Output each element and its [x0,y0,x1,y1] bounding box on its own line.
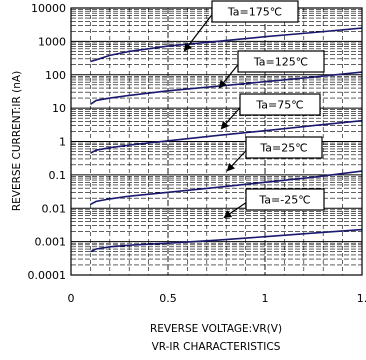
series-line [89,71,363,105]
y-axis-label: REVERSE CURRENT:IR (nA) [11,71,23,211]
x-axis-label: REVERSE VOLTAGE:VR(V) [150,323,282,335]
series-lines [89,27,363,253]
callouts: Ta=175℃ Ta=125℃ Ta=75℃ Ta=25℃ Ta=-25℃ [183,0,325,219]
y-tick-label: 0.0001 [28,269,67,282]
callout-label: Ta=175℃ [227,6,282,19]
y-tick-labels: 0.0001 0.001 0.01 0.1 1 10 100 1000 10000 [28,2,67,282]
callout-arrow [223,202,247,219]
chart-title: VR-IR CHARACTERISTICS [152,341,281,353]
callout-label: Ta=-25℃ [258,194,310,207]
series-line [90,170,363,206]
callout-arrow [183,14,213,52]
x-tick-label: 1 [262,292,269,305]
y-tick-label: 10 [52,102,66,115]
x-tick-label: 1. [357,292,366,305]
callout-arrow [220,107,241,130]
callout-arrow [226,150,247,172]
callout-label: Ta=25℃ [259,142,307,155]
series-line [90,119,363,154]
callout-box [239,93,321,116]
series-line [90,27,363,63]
callout-arrow [218,64,239,89]
y-tick-label: 1000 [38,35,66,48]
callout-label: Ta=75℃ [255,99,303,112]
callout-label: Ta=125℃ [253,56,308,69]
callout-box [211,0,299,23]
y-tick-label: 100 [45,69,66,82]
callout-box [245,188,325,211]
x-tick-label: 0 [68,292,75,305]
x-tick-labels: 0 0.5 1 1. [68,292,366,305]
y-tick-label: 0.1 [49,169,67,182]
y-tick-label: 0.001 [35,236,67,249]
y-tick-label: 1 [59,136,66,149]
series-line [90,228,363,253]
callout-box [237,50,325,73]
y-tick-label: 0.01 [42,202,67,215]
x-tick-label: 0.5 [159,292,177,305]
y-tick-label: 10000 [31,2,66,15]
callout-box [245,136,323,159]
